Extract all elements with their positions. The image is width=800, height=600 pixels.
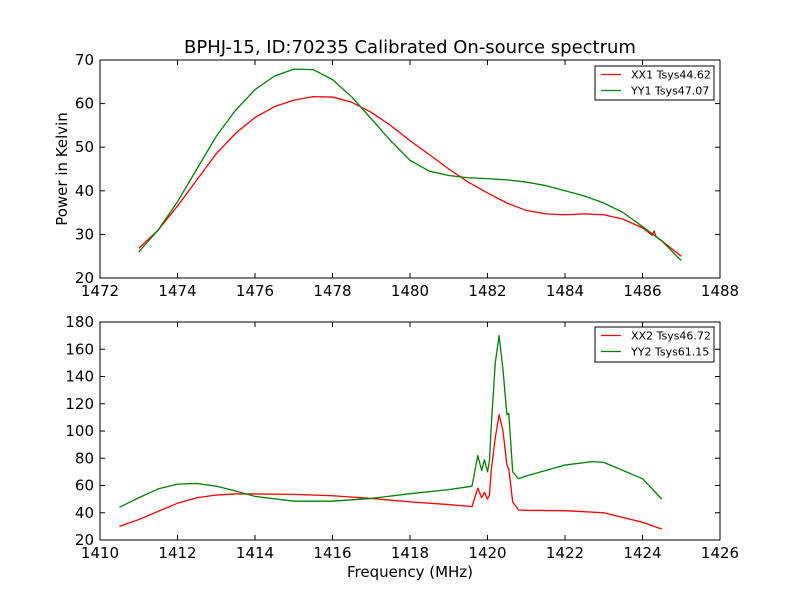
x-tick-label: 1476 xyxy=(236,282,274,300)
y-tick-label: 160 xyxy=(65,340,94,358)
x-tick-label: 1414 xyxy=(236,544,274,562)
legend-box xyxy=(594,326,715,363)
y-tick-label: 100 xyxy=(65,422,94,440)
legend-label: XX2 Tsys46.72 xyxy=(631,330,711,343)
y-axis-label: Power in Kelvin xyxy=(53,112,71,226)
legend-label: XX1 Tsys44.62 xyxy=(631,69,711,82)
x-tick-label: 1424 xyxy=(623,544,661,562)
y-tick-label: 70 xyxy=(75,51,94,69)
y-tick-label: 60 xyxy=(75,95,94,113)
legend-label: YY2 Tsys61.15 xyxy=(630,346,709,359)
x-tick-label: 1482 xyxy=(468,282,506,300)
x-tick-label: 1478 xyxy=(313,282,351,300)
x-tick-label: 1422 xyxy=(546,544,584,562)
x-tick-label: 1486 xyxy=(623,282,661,300)
series-line-top-xx1 xyxy=(138,95,682,257)
series-line-bottom-yy2 xyxy=(119,334,663,508)
x-tick-label: 1410 xyxy=(81,544,119,562)
x-tick-label: 1420 xyxy=(468,544,506,562)
y-tick-label: 80 xyxy=(75,449,94,467)
x-tick-label: 1418 xyxy=(391,544,429,562)
x-tick-label: 1416 xyxy=(313,544,351,562)
x-tick-label: 1472 xyxy=(81,282,119,300)
bottom-panel: 1410 1412 1414 1416 1418 1420 1422 1424 1426 20 40… xyxy=(65,313,739,562)
series-line-bottom-xx2 xyxy=(119,413,663,530)
top-panel: 1472 1474 1476 1478 1480 1482 1484 1486 1488 20 30… xyxy=(75,51,739,300)
y-tick-label: 50 xyxy=(75,138,94,156)
x-tick-label: 1426 xyxy=(701,544,739,562)
y-tick-label: 30 xyxy=(75,225,94,243)
x-tick-label: 1474 xyxy=(158,282,196,300)
x-axis-label: Frequency (MHz) xyxy=(347,563,473,581)
y-tick-label: 40 xyxy=(75,504,94,522)
y-tick-label: 60 xyxy=(75,477,94,495)
legend-label: YY1 Tsys47.07 xyxy=(630,85,709,98)
legend-box xyxy=(594,65,715,101)
y-tick-label: 20 xyxy=(75,269,94,287)
series-line-top-yy1 xyxy=(138,68,682,262)
chart-title: BPHJ-15, ID:70235 Calibrated On-source s… xyxy=(184,37,636,58)
y-tick-label: 140 xyxy=(65,368,94,386)
legend: XX1 Tsys44.62 YY1 Tsys47.07 xyxy=(594,65,715,101)
y-tick-label: 20 xyxy=(75,531,94,549)
y-tick-label: 120 xyxy=(65,395,94,413)
x-tick-label: 1484 xyxy=(546,282,584,300)
legend: XX2 Tsys46.72 YY2 Tsys61.15 xyxy=(594,326,715,363)
y-tick-label: 180 xyxy=(65,313,94,331)
x-tick-label: 1412 xyxy=(158,544,196,562)
x-tick-label: 1480 xyxy=(391,282,429,300)
y-tick-label: 40 xyxy=(75,182,94,200)
x-tick-label: 1488 xyxy=(701,282,739,300)
